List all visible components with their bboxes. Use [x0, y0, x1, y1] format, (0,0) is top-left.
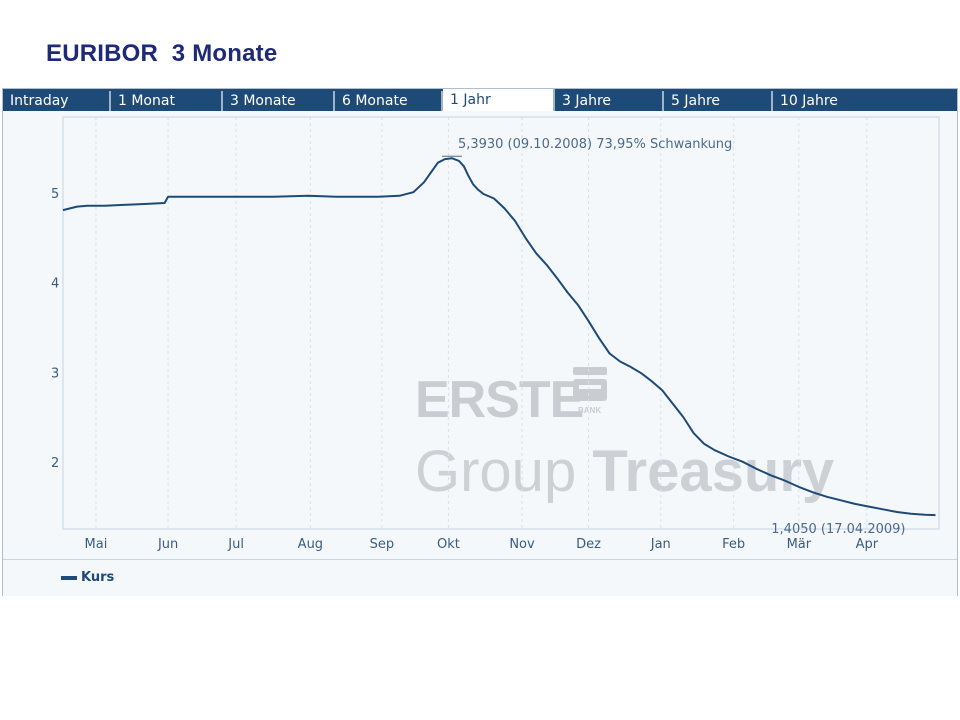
tab-intraday[interactable]: Intraday	[3, 91, 111, 111]
erste-watermark: ERSTE BANK Group Treasury	[415, 367, 834, 504]
x-tick-label: Sep	[370, 537, 395, 552]
x-tick-label: Feb	[722, 537, 745, 552]
plot-frame	[62, 116, 940, 530]
tab-3-monate[interactable]: 3 Monate	[223, 91, 335, 111]
x-tick-label: Dez	[576, 537, 601, 552]
watermark-brand-small: BANK	[578, 406, 601, 415]
chart-area: ERSTE BANK Group Treasury Mai Jun Jul Aug Se…	[3, 111, 957, 559]
last-annotation: 1,4050 (17.04.2009)	[771, 522, 905, 537]
tab-1-monat[interactable]: 1 Monat	[111, 91, 223, 111]
tab-5-jahre[interactable]: 5 Jahre	[664, 91, 773, 111]
x-tick-label: Aug	[298, 537, 323, 552]
x-tick-label: Mär	[787, 537, 812, 552]
tab-3-jahre[interactable]: 3 Jahre	[555, 91, 664, 111]
legend: Kurs	[3, 559, 957, 596]
x-tick-label: Jan	[650, 537, 671, 552]
legend-label: Kurs	[81, 570, 115, 585]
legend-swatch	[61, 576, 77, 580]
page-title: EURIBOR 3 Monate	[46, 40, 278, 67]
x-tick-label: Okt	[437, 537, 460, 552]
tab-6-monate[interactable]: 6 Monate	[335, 91, 443, 111]
y-tick-label: 2	[51, 456, 59, 471]
x-tick-label: Nov	[509, 537, 535, 552]
tab-1-jahr[interactable]: 1 Jahr	[443, 89, 555, 111]
x-tick-label: Jun	[157, 537, 178, 552]
y-tick-label: 3	[51, 366, 59, 381]
tab-10-jahre[interactable]: 10 Jahre	[773, 91, 857, 111]
x-tick-label: Mai	[85, 537, 108, 552]
y-tick-label: 4	[51, 277, 59, 292]
series-line-kurs	[62, 157, 936, 517]
watermark-brand: ERSTE	[415, 371, 583, 429]
y-tick-label: 5	[51, 187, 59, 202]
price-chart: ERSTE BANK Group Treasury Mai Jun Jul Aug Se…	[51, 116, 940, 552]
chart-widget: Intraday 1 Monat 3 Monate 6 Monate 1 Jah…	[2, 88, 958, 596]
erste-s-logo-icon	[573, 367, 607, 401]
watermark-group-treasury: Group Treasury	[415, 439, 834, 504]
chart-marks: Mai Jun Jul Aug Sep Okt Nov Dez Jan Feb Mär Apr 2 3 4 5	[51, 155, 936, 552]
grid	[62, 116, 940, 530]
max-annotation: 5,3930 (09.10.2008) 73,95% Schwankung	[458, 137, 732, 152]
period-tabbar: Intraday 1 Monat 3 Monate 6 Monate 1 Jah…	[3, 89, 957, 111]
x-tick-label: Apr	[856, 537, 879, 552]
x-tick-label: Jul	[227, 537, 244, 552]
